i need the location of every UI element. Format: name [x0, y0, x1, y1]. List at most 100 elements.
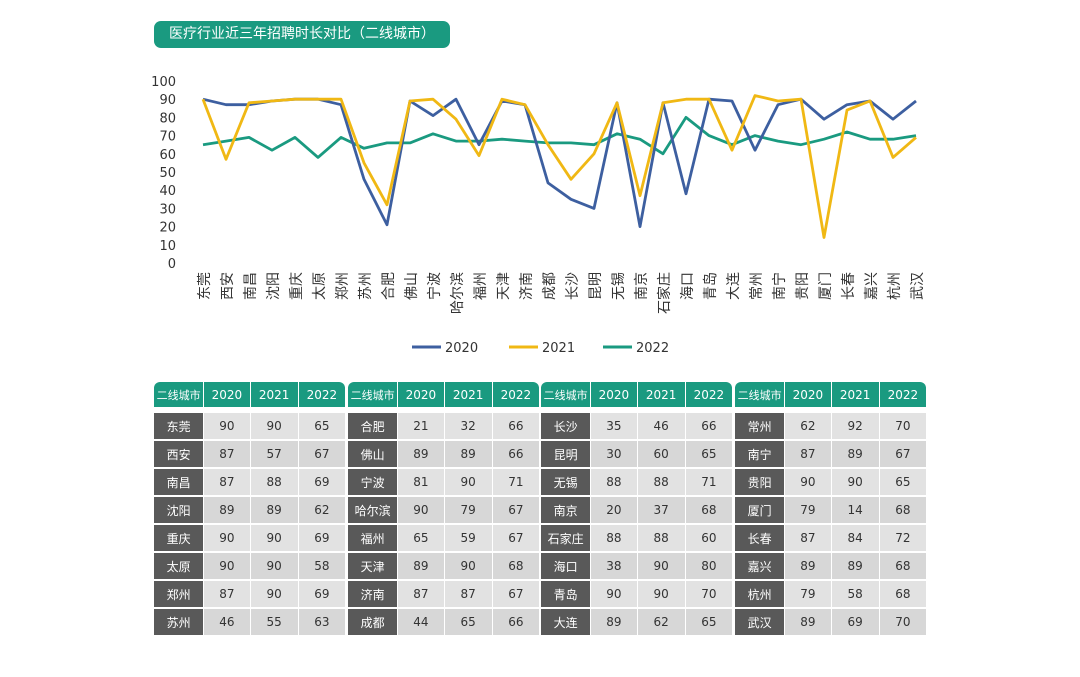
table-header-cell: 2022 — [306, 387, 338, 402]
table-cell: 90 — [636, 553, 685, 579]
table-cell: 89 — [784, 609, 831, 635]
table-cell: 79 — [443, 497, 492, 523]
table-row: 天津 89 90 68 — [348, 553, 540, 579]
table-cell: 90 — [830, 469, 879, 495]
table-cell: 72 — [878, 525, 927, 551]
table-cell: 67 — [297, 441, 346, 467]
y-tick-label: 90 — [159, 93, 176, 108]
table-cell: 21 — [397, 413, 444, 439]
series-line-2022 — [202, 116, 917, 159]
x-tick-label: 武汉 — [910, 272, 926, 300]
x-tick-label: 无锡 — [611, 272, 627, 300]
table-cell: 90 — [443, 469, 492, 495]
table-header: 二线城市 2020 2021 2022 — [735, 382, 926, 407]
table-cell: 68 — [878, 581, 927, 607]
table-header-cell: 二线城市 — [541, 382, 592, 407]
table-header-cell: 二线城市 — [348, 382, 399, 407]
table-cell: 69 — [297, 469, 346, 495]
city-label: 合肥 — [348, 413, 398, 439]
table-row: 佛山 89 89 66 — [348, 441, 540, 467]
x-tick-label: 嘉兴 — [864, 272, 880, 300]
city-label: 青岛 — [541, 581, 591, 607]
city-label: 长春 — [735, 525, 785, 551]
table-cell: 66 — [684, 413, 733, 439]
table-cell: 69 — [297, 581, 346, 607]
city-label: 杭州 — [735, 581, 785, 607]
line-chart: 1009080706050403020100 东莞 西安 南昌 沈阳 重庆 太原 郑州 苏州合… — [151, 75, 926, 356]
x-tick-label: 石家庄 — [656, 272, 673, 314]
city-label: 东莞 — [154, 413, 204, 439]
x-tick-label: 苏州 — [358, 272, 374, 300]
city-label: 大连 — [541, 609, 591, 635]
table-row: 哈尔滨 90 79 67 — [348, 497, 540, 523]
table-row: 武汉 89 69 70 — [735, 609, 927, 635]
table-cell: 67 — [491, 581, 540, 607]
table-cell: 88 — [249, 469, 298, 495]
table-row: 成都 44 65 66 — [348, 609, 540, 635]
table-cell: 90 — [397, 497, 444, 523]
table-row: 南昌 87 88 69 — [154, 469, 346, 495]
legend-label-2021: 2021 — [542, 341, 575, 356]
city-label: 沈阳 — [154, 497, 204, 523]
city-label: 武汉 — [735, 609, 785, 635]
table-cell: 90 — [249, 581, 298, 607]
table-cell: 20 — [590, 497, 637, 523]
table-cell: 38 — [590, 553, 637, 579]
x-tick-label: 太原 — [312, 272, 328, 300]
table-header-cell: 2020 — [398, 382, 445, 407]
table-cell: 32 — [443, 413, 492, 439]
table-row: 昆明 30 60 65 — [541, 441, 733, 467]
legend-label-2022: 2022 — [636, 341, 669, 356]
table-cell: 90 — [590, 581, 637, 607]
table-cell: 71 — [491, 469, 540, 495]
table-row: 西安 87 57 67 — [154, 441, 346, 467]
table-cell: 87 — [784, 441, 831, 467]
chart-title: 医疗行业近三年招聘时长对比（二线城市） — [154, 21, 450, 48]
table-cell: 70 — [878, 413, 927, 439]
city-label: 无锡 — [541, 469, 591, 495]
table-cell: 87 — [397, 581, 444, 607]
x-tick-label: 杭州 — [887, 272, 903, 300]
x-tick-label: 南京 — [634, 272, 650, 300]
table-cell: 68 — [878, 553, 927, 579]
x-tick-label: 济南 — [519, 272, 535, 300]
city-label: 福州 — [348, 525, 398, 551]
table-cell: 90 — [203, 413, 250, 439]
table-cell: 46 — [203, 609, 250, 635]
table-cell: 87 — [203, 441, 250, 467]
table-header-cell: 2021 — [638, 382, 686, 407]
x-tick-label: 佛山 — [404, 272, 420, 300]
table-row: 海口 38 90 80 — [541, 553, 733, 579]
table-row: 沈阳 89 89 62 — [154, 497, 346, 523]
table-cell: 89 — [830, 553, 879, 579]
table-row: 重庆 90 90 69 — [154, 525, 346, 551]
x-tick-label: 南昌 — [243, 272, 259, 300]
table-cell: 90 — [443, 553, 492, 579]
city-label: 天津 — [348, 553, 398, 579]
city-label: 苏州 — [154, 609, 204, 635]
table-row: 石家庄 88 88 60 — [541, 525, 733, 551]
table-header-cell: 2021 — [251, 382, 299, 407]
city-label: 昆明 — [541, 441, 591, 467]
table-row: 贵阳 90 90 65 — [735, 469, 927, 495]
table-header-cell: 2020 — [591, 382, 638, 407]
table-cell: 46 — [636, 413, 685, 439]
table-header: 二线城市 2020 2021 2022 — [154, 382, 345, 407]
table-group-1: 二线城市 2020 2021 2022 东莞 90 90 65 西安 87 57 67 南昌 87 88 69… — [154, 382, 346, 637]
table-row: 合肥 21 32 66 — [348, 413, 540, 439]
table-cell: 70 — [878, 609, 927, 635]
table-row: 厦门 79 14 68 — [735, 497, 927, 523]
x-tick-label: 西安 — [220, 272, 236, 300]
table-cell: 35 — [590, 413, 637, 439]
table-cell: 62 — [784, 413, 831, 439]
table-cell: 62 — [636, 609, 685, 635]
table-cell: 87 — [203, 469, 250, 495]
y-tick-label: 30 — [159, 202, 176, 217]
table-cell: 55 — [249, 609, 298, 635]
x-tick-label: 成都 — [542, 272, 558, 300]
x-tick-label: 东莞 — [197, 272, 213, 300]
table-cell: 65 — [684, 441, 733, 467]
x-tick-label: 贵阳 — [795, 272, 811, 300]
table-cell: 65 — [297, 413, 346, 439]
table-cell: 89 — [443, 441, 492, 467]
